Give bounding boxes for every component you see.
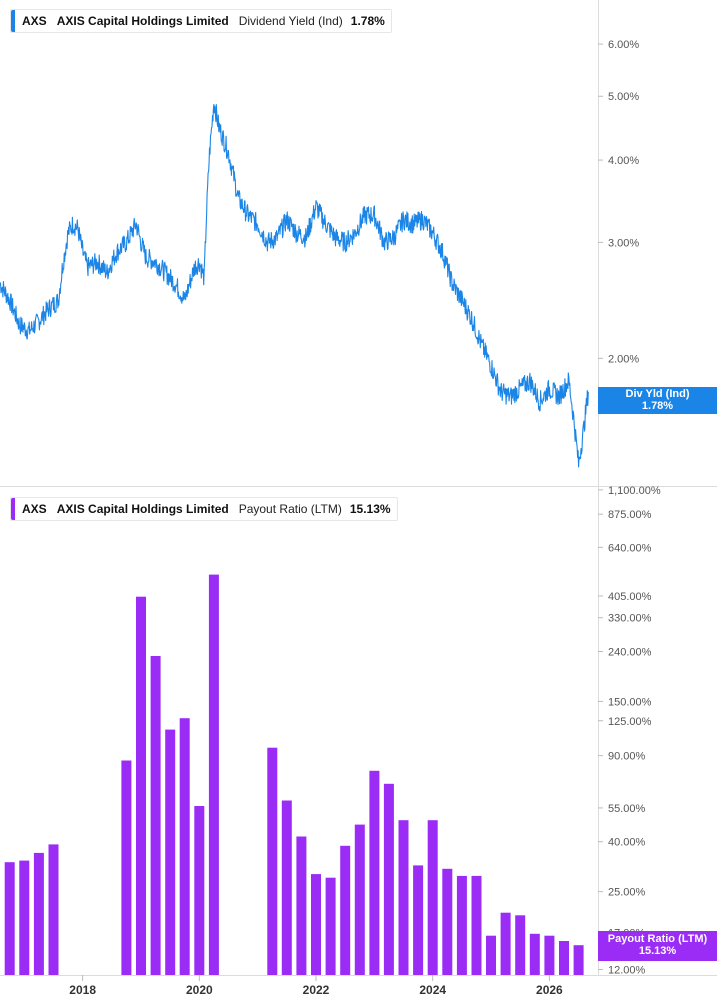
payout-ratio-bar xyxy=(165,729,176,975)
payout-ratio-bar xyxy=(4,862,15,975)
legend-ticker: AXS xyxy=(22,14,47,28)
payout-ratio-bar xyxy=(296,836,307,975)
price-tag-dividend-yield: Div Yld (Ind) 1.78% xyxy=(598,387,717,414)
y-tick-label: 55.00% xyxy=(608,803,646,815)
payout-ratio-bar xyxy=(194,806,205,975)
x-tick-label: 2018 xyxy=(69,983,96,997)
payout-ratio-bar xyxy=(413,865,424,975)
payout-ratio-bar xyxy=(573,945,584,975)
payout-ratio-bar xyxy=(208,574,219,975)
payout-ratio-bar xyxy=(325,877,336,975)
legend-metric-value: 15.13% xyxy=(349,502,391,516)
y-tick-label: 875.00% xyxy=(608,509,652,521)
payout-ratio-bar xyxy=(150,656,161,975)
price-tag-value: 15.13% xyxy=(638,945,677,957)
payout-ratio-bar xyxy=(369,770,380,975)
legend-swatch-payout-ratio xyxy=(11,498,15,520)
payout-ratio-bar xyxy=(398,820,409,975)
payout-ratio-bar xyxy=(383,783,394,975)
payout-ratio-bar xyxy=(19,860,30,975)
x-tick-label: 2022 xyxy=(303,983,330,997)
payout-ratio-bar xyxy=(267,747,278,975)
payout-ratio-bar xyxy=(442,868,453,975)
payout-ratio-bar xyxy=(471,875,482,975)
price-tag-label: Div Yld (Ind) xyxy=(625,388,690,400)
legend-company-name: AXIS Capital Holdings Limited xyxy=(56,14,229,28)
payout-ratio-bar xyxy=(427,820,438,975)
y-tick-label: 5.00% xyxy=(608,91,639,103)
payout-ratio-bar xyxy=(559,941,569,975)
price-tag-value: 1.78% xyxy=(641,400,674,412)
payout-ratio-bar xyxy=(515,915,526,975)
payout-ratio-bar xyxy=(456,875,467,975)
payout-ratio-bar xyxy=(340,845,351,975)
payout-ratio-bar xyxy=(529,933,540,975)
legend-ticker: AXS xyxy=(22,502,47,516)
y-tick-label: 12.00% xyxy=(608,965,646,977)
y-tick-label: 330.00% xyxy=(608,613,652,625)
price-tag-label: Payout Ratio (LTM) xyxy=(607,933,708,945)
payout-ratio-bar xyxy=(48,844,59,975)
payout-ratio-bar xyxy=(544,935,555,975)
y-tick-label: 25.00% xyxy=(608,887,646,899)
payout-ratio-bar xyxy=(121,760,132,975)
payout-ratio-bar xyxy=(33,852,44,975)
legend-swatch-dividend-yield xyxy=(11,10,15,32)
y-tick-label: 6.00% xyxy=(608,39,639,51)
y-tick-label: 125.00% xyxy=(608,716,652,728)
x-tick-label: 2020 xyxy=(186,983,213,997)
y-tick-label: 240.00% xyxy=(608,646,652,658)
x-tick-label: 2024 xyxy=(419,983,446,997)
legend-company-name: AXIS Capital Holdings Limited xyxy=(56,502,229,516)
payout-ratio-bar xyxy=(486,935,496,975)
legend-payout-ratio: AXS AXIS Capital Holdings Limited Payout… xyxy=(10,497,398,521)
legend-metric-value: 1.78% xyxy=(350,14,385,28)
y-tick-label: 1,100.00% xyxy=(608,485,661,497)
payout-ratio-bar xyxy=(500,912,511,975)
payout-ratio-bar xyxy=(136,596,146,975)
y-tick-label: 405.00% xyxy=(608,591,652,603)
x-tick-label: 2026 xyxy=(536,983,563,997)
y-tick-label: 150.00% xyxy=(608,696,652,708)
legend-dividend-yield: AXS AXIS Capital Holdings Limited Divide… xyxy=(10,9,392,33)
y-tick-label: 640.00% xyxy=(608,542,652,554)
y-tick-label: 4.00% xyxy=(608,155,639,167)
y-tick-label: 90.00% xyxy=(608,751,646,763)
legend-metric-name: Dividend Yield (Ind) xyxy=(238,14,343,28)
y-tick-label: 2.00% xyxy=(608,353,639,365)
legend-metric-name: Payout Ratio (LTM) xyxy=(238,502,342,516)
dividend-yield-line xyxy=(0,103,589,468)
payout-ratio-bar xyxy=(311,874,321,975)
payout-ratio-bar xyxy=(354,824,365,975)
payout-ratio-bar xyxy=(281,800,292,975)
y-tick-label: 3.00% xyxy=(608,237,639,249)
payout-ratio-bar xyxy=(179,718,190,975)
price-tag-payout-ratio: Payout Ratio (LTM) 15.13% xyxy=(598,931,717,961)
y-tick-label: 40.00% xyxy=(608,837,646,849)
